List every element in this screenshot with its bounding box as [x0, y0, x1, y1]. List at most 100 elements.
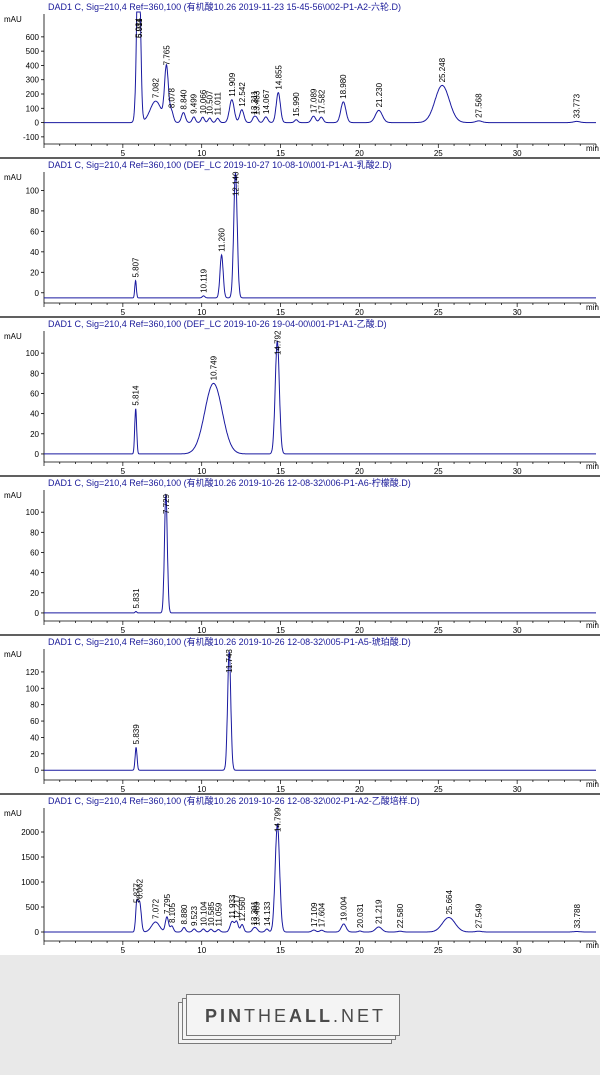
peak-label: 5.877: [133, 882, 142, 903]
peak-label: 6.062: [136, 878, 145, 899]
y-tick-label: 1000: [21, 878, 39, 887]
peak-label: 6.011: [135, 18, 144, 38]
y-tick-label: 40: [30, 410, 39, 419]
peak-label: 5.831: [132, 588, 141, 609]
peak-label: 13.301: [250, 901, 259, 926]
peak-label: 22.580: [396, 903, 405, 928]
y-axis-label: mAU: [4, 650, 22, 659]
chart-title: DAD1 C, Sig=210,4 Ref=360,100 (DEF_LC 20…: [48, 159, 392, 170]
y-tick-label: 80: [30, 207, 39, 216]
y-tick-label: 0: [35, 119, 40, 128]
x-axis-label: min: [586, 303, 599, 312]
y-tick-label: 100: [26, 684, 40, 693]
x-tick-label: 20: [355, 785, 364, 794]
x-tick-label: 10: [197, 785, 206, 794]
x-axis-label: min: [586, 621, 599, 630]
peak-label: 21.219: [375, 899, 384, 924]
y-axis-label: mAU: [4, 173, 22, 182]
peak-label: 11.011: [214, 92, 223, 116]
peak-label: 17.582: [317, 89, 326, 114]
y-tick-label: 1500: [21, 853, 39, 862]
peak-label: 12.560: [238, 896, 247, 921]
y-tick-label: 100: [26, 104, 40, 113]
peak-label: 5.814: [132, 385, 141, 406]
x-tick-label: 25: [434, 467, 443, 476]
x-tick-label: 25: [434, 785, 443, 794]
peak-label: 5.807: [132, 257, 141, 278]
y-tick-label: 100: [26, 186, 40, 195]
chart-title: DAD1 C, Sig=210,4 Ref=360,100 (有机酸10.26 …: [48, 636, 411, 647]
peak-label: 10.066: [199, 89, 208, 114]
peak-label: 11.933: [228, 894, 237, 918]
peak-label: 17.109: [310, 902, 319, 927]
peak-label: 27.568: [475, 93, 484, 118]
signal-trace: [44, 11, 596, 124]
peak-label: 12.217: [233, 894, 242, 919]
signal-trace: [44, 340, 596, 455]
x-tick-label: 20: [355, 946, 364, 955]
x-tick-label: 5: [121, 626, 126, 635]
peak-label: 20.031: [356, 903, 365, 928]
signal-trace: [44, 822, 596, 933]
logo-sheet-front: PINTHEALL.NET: [186, 994, 400, 1036]
peak-label: 13.469: [252, 901, 261, 926]
peak-label: 12.542: [238, 82, 247, 107]
peak-label: 8.078: [167, 88, 176, 109]
peak-label: 27.549: [474, 903, 483, 928]
x-tick-label: 15: [276, 149, 285, 158]
logo-text: PINTHEALL.NET: [205, 1006, 387, 1026]
x-tick-label: 30: [513, 149, 522, 158]
peak-label: 10.585: [207, 901, 216, 926]
x-tick-label: 5: [121, 785, 126, 794]
y-tick-label: 40: [30, 569, 39, 578]
peak-label: 7.072: [152, 898, 161, 919]
peak-label: 5.839: [132, 724, 141, 745]
peak-label: 10.749: [210, 355, 219, 380]
y-tick-label: 40: [30, 248, 39, 257]
peak-label: 7.765: [162, 45, 171, 66]
signal-trace: [44, 651, 596, 771]
peak-label: 19.004: [340, 896, 349, 921]
peak-label: 11.059: [214, 902, 223, 926]
pinthemall-logo[interactable]: PINTHEALL.NET: [178, 990, 418, 1044]
x-tick-label: 25: [434, 308, 443, 317]
y-tick-label: 80: [30, 701, 39, 710]
peak-label: 13.311: [250, 90, 259, 114]
x-tick-label: 25: [434, 626, 443, 635]
y-tick-label: 60: [30, 717, 39, 726]
peak-label: 7.082: [152, 78, 161, 99]
x-tick-label: 30: [513, 946, 522, 955]
y-tick-label: 20: [30, 750, 39, 759]
peak-label: 8.105: [168, 902, 177, 923]
x-tick-label: 20: [355, 149, 364, 158]
y-axis-label: mAU: [4, 809, 22, 818]
x-tick-label: 30: [513, 785, 522, 794]
x-tick-label: 20: [355, 626, 364, 635]
x-axis-label: min: [586, 941, 599, 950]
peak-label: 21.230: [375, 82, 384, 107]
y-tick-label: 20: [30, 589, 39, 598]
peak-label: 14.792: [273, 330, 282, 355]
y-axis-label: mAU: [4, 332, 22, 341]
peak-label: 11.743: [225, 649, 234, 673]
x-tick-label: 20: [355, 308, 364, 317]
peak-label: 14.133: [263, 901, 272, 926]
x-tick-label: 10: [197, 467, 206, 476]
peak-label: 33.788: [573, 903, 582, 928]
x-tick-label: 25: [434, 149, 443, 158]
y-axis-label: mAU: [4, 15, 22, 24]
chart-title: DAD1 C, Sig=210,4 Ref=360,100 (有机酸10.26 …: [48, 477, 411, 488]
y-tick-label: 100: [26, 349, 40, 358]
y-tick-label: 80: [30, 528, 39, 537]
x-tick-label: 10: [197, 308, 206, 317]
y-tick-label: 500: [26, 903, 40, 912]
peak-label: 15.990: [292, 92, 301, 117]
y-tick-label: 0: [35, 766, 40, 775]
y-tick-label: 60: [30, 548, 39, 557]
peak-label: 10.104: [199, 901, 208, 926]
y-tick-label: 80: [30, 369, 39, 378]
peak-label: 18.980: [339, 74, 348, 99]
x-axis-label: min: [586, 780, 599, 789]
x-tick-label: 15: [276, 308, 285, 317]
peak-label: 10.119: [200, 268, 209, 292]
